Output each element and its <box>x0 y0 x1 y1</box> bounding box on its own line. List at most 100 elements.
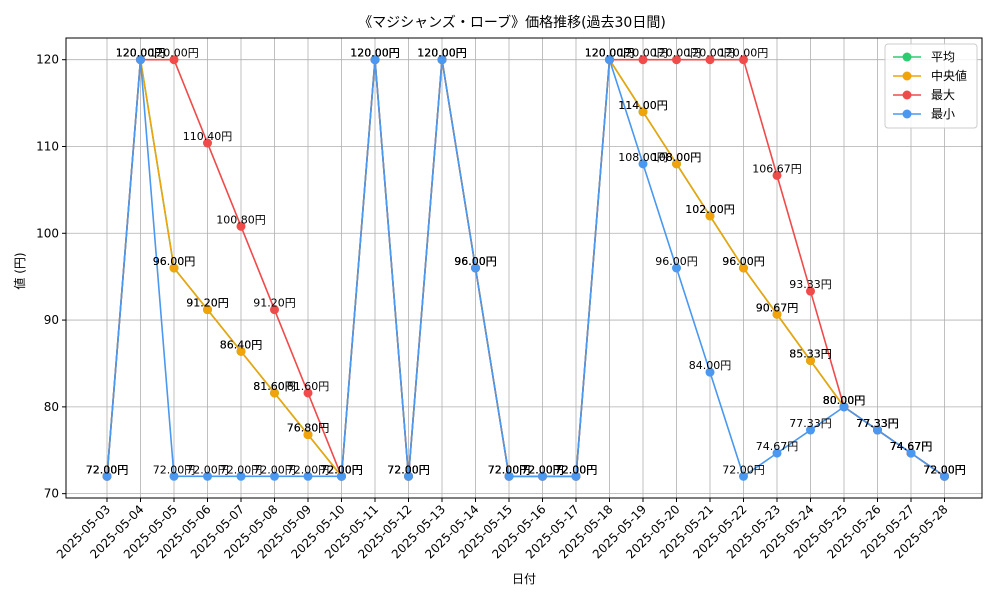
series-point-1 <box>705 211 715 221</box>
series-point-2 <box>705 55 715 65</box>
legend-marker-0 <box>902 52 912 62</box>
grid <box>66 38 982 498</box>
data-label-2: 80.00円 <box>823 394 866 407</box>
data-label-3: 72.00円 <box>153 463 196 476</box>
data-label-1: 72.00円 <box>387 463 430 476</box>
x-axis-label: 日付 <box>512 572 536 586</box>
data-label-0: 114.00円 <box>618 99 668 112</box>
data-label-2: 120.00円 <box>618 47 668 60</box>
series-point-1 <box>203 305 212 315</box>
data-label-1: 108.00円 <box>652 151 702 164</box>
data-label-0: 72.00円 <box>86 463 129 476</box>
y-tick-label: 80 <box>44 400 59 414</box>
data-label-0: 85.33円 <box>789 348 832 361</box>
data-label-2: 120.00円 <box>116 47 166 60</box>
series-point-2 <box>672 55 681 65</box>
y-tick-label: 100 <box>36 226 59 240</box>
series-point-3 <box>571 471 581 481</box>
data-label-1: 85.33円 <box>789 348 832 361</box>
series-point-3 <box>739 471 748 481</box>
data-label-2: 91.20円 <box>253 297 296 310</box>
data-label-2: 120.00円 <box>585 47 635 60</box>
series-point-3 <box>169 471 179 481</box>
data-labels: 72.00円 120.00円 96.00円 91.20円 86.40円 81.60円 76.… <box>86 47 966 477</box>
series-point-3 <box>839 402 849 412</box>
series-point-3 <box>236 471 246 481</box>
series-point-3 <box>203 471 212 481</box>
data-label-1: 96.00円 <box>454 255 497 268</box>
data-label-3: 72.00円 <box>287 463 330 476</box>
data-label-3: 120.00円 <box>417 47 467 60</box>
data-label-2: 72.00円 <box>923 463 966 476</box>
data-label-3: 72.00円 <box>253 463 296 476</box>
data-label-1: 76.80円 <box>287 422 330 435</box>
series-point-1 <box>270 388 279 398</box>
legend-marker-3 <box>902 109 912 119</box>
data-label-2: 74.67円 <box>890 440 933 453</box>
legend-label-2: 最大 <box>931 88 955 102</box>
data-label-1: 80.00円 <box>823 394 866 407</box>
data-label-0: 72.00円 <box>555 463 598 476</box>
data-label-3: 108.00円 <box>618 151 668 164</box>
data-label-1: 120.00円 <box>116 47 166 60</box>
data-label-0: 120.00円 <box>350 47 400 60</box>
data-label-3: 96.00円 <box>454 255 497 268</box>
series-point-3 <box>538 471 547 481</box>
data-label-0: 120.00円 <box>116 47 166 60</box>
y-tick-label: 90 <box>44 313 59 327</box>
data-label-3: 77.33円 <box>856 417 899 430</box>
data-label-2: 77.33円 <box>856 417 899 430</box>
data-label-2: 93.33円 <box>789 278 832 291</box>
data-label-2: 120.00円 <box>652 47 702 60</box>
series-point-3 <box>303 471 313 481</box>
data-label-0: 120.00円 <box>417 47 467 60</box>
series-point-1 <box>303 430 313 440</box>
series-point-3 <box>705 367 715 377</box>
series-point-1 <box>169 263 179 273</box>
chart-title: 《マジシャンズ・ローブ》価格推移(過去30日間) <box>358 14 666 31</box>
data-label-0: 80.00円 <box>823 394 866 407</box>
data-label-3: 74.67円 <box>890 440 933 453</box>
data-label-2: 96.00円 <box>454 255 497 268</box>
data-label-3: 72.00円 <box>86 463 129 476</box>
data-label-2: 72.00円 <box>320 463 363 476</box>
series-point-3 <box>504 471 514 481</box>
data-label-2: 81.60円 <box>287 380 330 393</box>
data-label-3: 72.00円 <box>220 463 263 476</box>
data-label-3: 77.33円 <box>789 417 832 430</box>
data-label-1: 72.00円 <box>555 463 598 476</box>
data-label-2: 120.00円 <box>719 47 769 60</box>
y-tick-label: 70 <box>44 487 59 501</box>
data-label-0: 96.00円 <box>454 255 497 268</box>
data-label-0: 102.00円 <box>685 203 735 216</box>
data-label-3: 80.00円 <box>823 394 866 407</box>
data-label-3: 72.00円 <box>320 463 363 476</box>
data-label-2: 120.00円 <box>685 47 735 60</box>
series-point-2 <box>806 286 815 296</box>
data-label-2: 106.67円 <box>752 162 802 175</box>
data-label-2: 72.00円 <box>387 463 430 476</box>
series-layer <box>102 55 949 481</box>
data-label-3: 84.00円 <box>689 359 732 372</box>
series-line-3 <box>106 58 945 478</box>
series-point-3 <box>873 425 882 435</box>
series-point-1 <box>638 107 648 117</box>
data-label-2: 72.00円 <box>521 463 564 476</box>
series-point-2 <box>169 55 179 65</box>
series-point-3 <box>136 55 145 65</box>
data-label-0: 91.20円 <box>186 297 229 310</box>
data-label-0: 74.67円 <box>890 440 933 453</box>
series-point-3 <box>672 263 681 273</box>
data-label-3: 120.00円 <box>585 47 635 60</box>
data-label-3: 72.00円 <box>722 463 765 476</box>
data-label-1: 86.40円 <box>220 338 263 351</box>
data-label-0: 96.00円 <box>722 255 765 268</box>
series-point-3 <box>437 55 447 65</box>
series-point-1 <box>672 159 681 169</box>
data-label-0: 120.00円 <box>585 47 635 60</box>
data-label-0: 108.00円 <box>652 151 702 164</box>
plot-frame <box>65 37 983 499</box>
data-label-3: 96.00円 <box>655 255 698 268</box>
